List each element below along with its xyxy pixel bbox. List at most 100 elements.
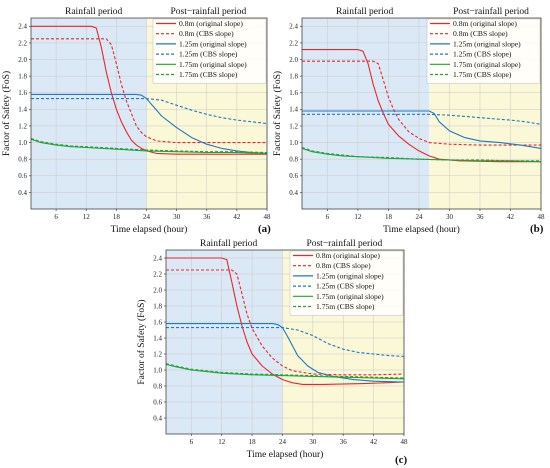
period-region	[302, 18, 430, 209]
x-tick-label: 36	[203, 213, 211, 221]
legend-entry: 1.25m (original slope)	[316, 271, 384, 280]
legend-entry: 0.8m (CBS slope)	[316, 261, 371, 270]
legend-entry: 0.8m (CBS slope)	[453, 29, 508, 38]
legend-entry: 1.25m (original slope)	[453, 39, 521, 48]
plot-frame	[301, 17, 542, 210]
y-tick-label: 1.0	[18, 139, 27, 147]
x-tick-label: 18	[113, 213, 121, 221]
period-region	[31, 18, 147, 209]
chart-panel-2: Rainfall period Post−rainfall period 0.4 0.…	[136, 238, 408, 466]
y-tick-label: 2.0	[18, 56, 27, 64]
y-tick-label: 1.2	[18, 122, 27, 130]
x-tick-label: 48	[401, 438, 409, 446]
y-tick-label: 2.4	[18, 23, 27, 31]
panel-label: (c)	[395, 454, 408, 466]
plot-frame	[30, 17, 268, 210]
legend-box	[289, 250, 404, 316]
series-line	[302, 110, 542, 149]
series-line	[301, 147, 542, 163]
legend-entry: 1.25m (original slope)	[179, 39, 247, 48]
y-tick-label: 0.6	[18, 172, 27, 180]
x-tick-label: 24	[415, 213, 423, 221]
series-line	[30, 137, 268, 154]
period-label: Rainfall period	[200, 238, 257, 249]
series-line	[166, 323, 405, 383]
x-tick-label: 30	[173, 213, 181, 221]
y-tick-label: 1.4	[153, 334, 162, 342]
y-tick-label: 1.2	[289, 122, 298, 130]
y-tick-label: 0.8	[153, 382, 162, 390]
legend-entry: 0.8m (original slope)	[453, 19, 517, 28]
series-line	[31, 93, 268, 154]
period-region	[166, 250, 283, 434]
y-tick-label: 1.8	[18, 73, 27, 81]
legend-entry: 0.8m (original slope)	[179, 19, 243, 28]
x-tick-label: 48	[538, 213, 546, 221]
y-tick-label: 1.2	[153, 350, 162, 358]
y-tick-label: 2.4	[289, 23, 298, 31]
x-tick-label: 12	[354, 213, 362, 221]
x-tick-label: 30	[446, 213, 454, 221]
y-tick-label: 0.8	[289, 156, 298, 164]
x-tick-label: 30	[309, 438, 317, 446]
y-axis-label: Factor of Safety (FoS)	[1, 71, 12, 156]
y-tick-label: 1.6	[153, 318, 162, 326]
y-tick-label: 1.0	[153, 366, 162, 374]
y-tick-label: 1.4	[18, 106, 27, 114]
legend-box	[152, 18, 267, 84]
x-tick-label: 42	[507, 213, 515, 221]
x-tick-label: 6	[190, 438, 194, 446]
x-tick-label: 18	[249, 438, 257, 446]
series-line	[30, 138, 268, 154]
x-tick-label: 36	[340, 438, 348, 446]
y-tick-label: 0.8	[18, 156, 27, 164]
panel-label: (a)	[258, 223, 271, 235]
y-tick-label: 1.6	[289, 89, 298, 97]
y-tick-label: 1.8	[289, 73, 298, 81]
x-tick-label: 48	[264, 213, 272, 221]
legend-box	[426, 18, 541, 84]
y-tick-label: 1.6	[18, 89, 27, 97]
chart-panel-0: Rainfall period Post−rainfall period 0.4 0.…	[1, 6, 271, 235]
y-tick-label: 2.2	[153, 270, 162, 278]
legend-entry: 1.75m (original slope)	[453, 60, 521, 69]
period-label: Rainfall period	[65, 6, 122, 17]
y-tick-label: 2.0	[289, 56, 298, 64]
x-tick-label: 6	[326, 213, 330, 221]
legend-entry: 1.75m (CBS slope)	[179, 70, 238, 79]
series-line	[166, 269, 405, 376]
x-tick-label: 24	[279, 438, 287, 446]
series-line	[31, 98, 268, 125]
series-line	[302, 113, 542, 125]
x-tick-label: 36	[476, 213, 484, 221]
x-axis-label: Time elapsed (hour)	[247, 449, 324, 460]
x-axis-label: Time elapsed (hour)	[111, 224, 188, 235]
legend-entry: 1.75m (CBS slope)	[316, 302, 375, 311]
x-tick-label: 24	[143, 213, 151, 221]
y-tick-label: 2.2	[18, 39, 27, 47]
x-tick-label: 12	[83, 213, 91, 221]
legend-entry: 1.75m (original slope)	[179, 60, 247, 69]
x-axis-label: Time elapsed (hour)	[383, 224, 460, 235]
y-axis-label: Factor of Safety (FoS)	[136, 299, 147, 384]
y-tick-label: 0.6	[153, 398, 162, 406]
y-axis-label: Factor of Safety (FoS)	[272, 71, 283, 156]
y-tick-label: 1.0	[289, 139, 298, 147]
series-line	[166, 257, 405, 385]
y-tick-label: 1.4	[289, 106, 298, 114]
legend-entry: 0.8m (CBS slope)	[179, 29, 234, 38]
y-tick-label: 0.4	[18, 189, 27, 197]
y-tick-label: 2.0	[153, 286, 162, 294]
x-tick-label: 18	[385, 213, 393, 221]
period-label: Post−rainfall period	[453, 6, 529, 17]
y-tick-label: 0.4	[153, 414, 162, 422]
period-label: Rainfall period	[336, 6, 393, 17]
y-tick-label: 0.6	[289, 172, 298, 180]
legend-entry: 1.25m (CBS slope)	[453, 50, 512, 59]
plot-frame	[165, 249, 405, 435]
y-tick-label: 2.4	[153, 254, 162, 262]
x-tick-label: 6	[54, 213, 58, 221]
period-label: Post−rainfall period	[306, 238, 382, 249]
x-tick-label: 42	[370, 438, 378, 446]
